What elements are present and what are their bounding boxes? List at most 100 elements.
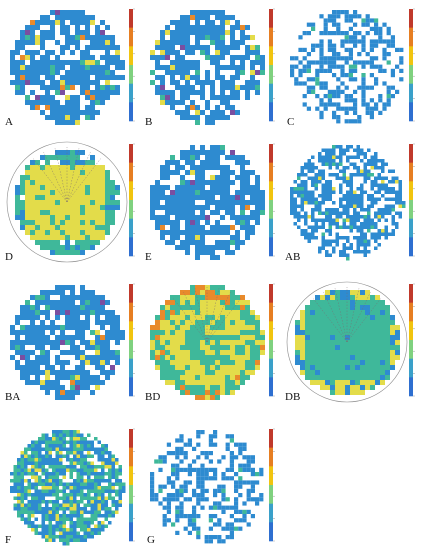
heatmap-cell	[390, 85, 395, 90]
heatmap-cell	[31, 486, 35, 490]
heatmap-cell	[205, 245, 210, 250]
heatmap-cell	[245, 315, 250, 320]
heatmap-cell	[220, 95, 225, 100]
heatmap-cell	[52, 514, 56, 518]
heatmap-cell	[179, 505, 184, 510]
heatmap-cell	[185, 310, 190, 315]
heatmap-cell	[90, 447, 94, 451]
heatmap-cell	[340, 360, 345, 365]
heatmap-cell	[246, 493, 251, 498]
heatmap-cell	[45, 370, 50, 375]
heatmap-cell	[353, 236, 357, 240]
heatmap-cell	[20, 75, 25, 80]
heatmap-cell	[65, 75, 70, 80]
heatmap-cell	[250, 75, 255, 80]
heatmap-cell	[50, 205, 55, 210]
heatmap-cell	[250, 455, 255, 460]
heatmap-cell	[290, 68, 295, 73]
heatmap-cell	[196, 535, 201, 540]
heatmap-cell	[55, 205, 60, 210]
heatmap-cell	[15, 200, 20, 205]
heatmap-cell	[165, 240, 170, 245]
heatmap-cell	[13, 465, 17, 469]
heatmap-cell	[85, 370, 90, 375]
heatmap-cell	[255, 200, 260, 205]
heatmap-cell	[377, 229, 381, 233]
heatmap-cell	[80, 295, 85, 300]
heatmap-cell	[69, 535, 73, 539]
heatmap-cell	[250, 488, 255, 493]
heatmap-cell	[175, 438, 180, 443]
heatmap-cell	[230, 25, 235, 30]
heatmap-cell	[52, 458, 56, 462]
heatmap-cell	[310, 340, 315, 345]
heatmap-cell	[304, 229, 308, 233]
heatmap-cell	[370, 159, 374, 163]
heatmap-cell	[48, 500, 52, 504]
heatmap-cell	[55, 10, 60, 15]
heatmap-cell	[234, 455, 239, 460]
heatmap-cell	[30, 340, 35, 345]
heatmap-cell	[69, 447, 73, 451]
heatmap-cell	[260, 190, 265, 195]
heatmap-cell	[353, 155, 357, 159]
heatmap-cell	[319, 110, 324, 115]
heatmap-cell	[220, 360, 225, 365]
heatmap-cell	[319, 43, 324, 48]
heatmap-cell	[300, 173, 304, 177]
heatmap-cell	[300, 183, 304, 187]
heatmap-cell	[70, 40, 75, 45]
heatmap-cell	[15, 205, 20, 210]
heatmap-cell	[155, 185, 160, 190]
heatmap-cell	[55, 458, 59, 462]
heatmap-cell	[195, 375, 200, 380]
heatmap-cell	[180, 40, 185, 45]
heatmap-cell	[183, 455, 188, 460]
heatmap-cell	[360, 350, 365, 355]
heatmap-cell	[115, 45, 120, 50]
heatmap-cell	[380, 315, 385, 320]
heatmap-cell	[315, 355, 320, 360]
heatmap-cell	[318, 173, 322, 177]
heatmap-cell	[304, 218, 308, 222]
heatmap-cell	[196, 467, 201, 472]
heatmap-cell	[48, 447, 52, 451]
heatmap-cell	[200, 165, 205, 170]
heatmap-cell	[170, 335, 175, 340]
heatmap-cell	[311, 166, 315, 170]
heatmap-cell	[332, 162, 336, 166]
heatmap-cell	[83, 486, 87, 490]
heatmap-cell	[34, 500, 38, 504]
heatmap-cell	[300, 201, 304, 205]
heatmap-cell	[356, 215, 360, 219]
heatmap-cell	[41, 507, 45, 511]
heatmap-cell	[255, 340, 260, 345]
colorbar-segment	[129, 162, 133, 182]
heatmap-cell	[204, 539, 209, 544]
heatmap-cell	[65, 175, 70, 180]
heatmap-cell	[215, 115, 220, 120]
heatmap-cell	[55, 528, 59, 532]
heatmap-cell	[356, 155, 360, 159]
heatmap-cell	[344, 119, 349, 124]
heatmap-cell	[195, 190, 200, 195]
heatmap-cell	[374, 225, 378, 229]
heatmap-cell	[374, 176, 378, 180]
heatmap-cell	[255, 205, 260, 210]
heatmap-cell	[342, 218, 346, 222]
heatmap-cell	[210, 165, 215, 170]
heatmap-cell	[190, 150, 195, 155]
heatmap-cell	[97, 510, 101, 514]
heatmap-cell	[60, 80, 65, 85]
heatmap-cell	[250, 330, 255, 335]
heatmap-cell	[208, 514, 213, 519]
heatmap-panel-ab	[290, 143, 415, 261]
heatmap-cell	[215, 380, 220, 385]
heatmap-cell	[235, 190, 240, 195]
heatmap-cell	[13, 503, 17, 507]
heatmap-cell	[345, 310, 350, 315]
heatmap-cell	[50, 305, 55, 310]
heatmap-cell	[225, 340, 230, 345]
heatmap-cell	[339, 204, 343, 208]
heatmap-cell	[196, 434, 201, 439]
